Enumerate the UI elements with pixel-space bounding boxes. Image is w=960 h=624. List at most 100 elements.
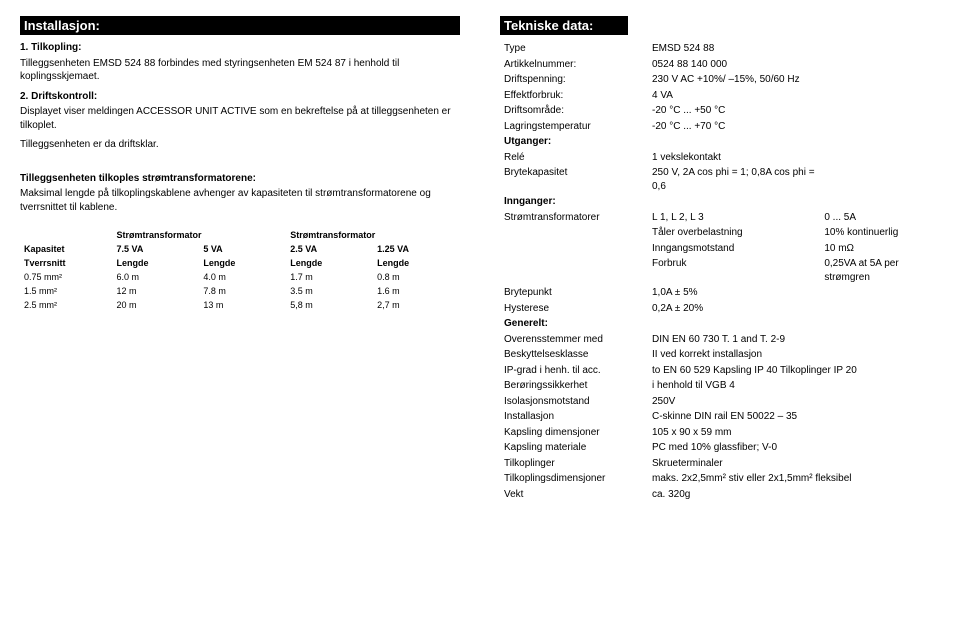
table-row-tverrsnitt: Tverrsnitt Lengde Lengde Lengde Lengde <box>20 256 460 270</box>
left-column: Installasjon: 1. Tilkopling: Tilleggsenh… <box>20 16 460 502</box>
spec-row: Tåler overbelastning 10% kontinuerlig <box>500 225 940 241</box>
spec-label: Strømtransformatorer <box>500 210 648 226</box>
spec-value: to EN 60 529 Kapsling IP 40 Tilkoplinger… <box>648 363 940 379</box>
section-1-text: Tilleggsenheten EMSD 524 88 forbindes me… <box>20 57 460 84</box>
spec-value: i henhold til VGB 4 <box>648 378 940 394</box>
table-row-kapasitet: Kapasitet 7.5 VA 5 VA 2.5 VA 1.25 VA <box>20 242 460 256</box>
spec-value: 4 VA <box>648 88 820 104</box>
cell: 3.5 m <box>286 284 373 298</box>
spec-value: maks. 2x2,5mm² stiv eller 2x1,5mm² fleks… <box>648 471 940 487</box>
spec-label <box>500 241 648 257</box>
cell: 1.25 VA <box>373 242 460 256</box>
cable-table: Strømtransformator Strømtransformator Ka… <box>20 228 460 312</box>
table-row: 2.5 mm² 20 m 13 m 5,8 m 2,7 m <box>20 298 460 312</box>
spec-row: Brytepunkt1,0A ± 5% <box>500 285 940 301</box>
spec-value2: 0 ... 5A <box>820 210 940 226</box>
spec-row: Driftsområde:-20 °C ... +50 °C <box>500 103 940 119</box>
spec-value: 230 V AC +10%/ –15%, 50/60 Hz <box>648 72 820 88</box>
spec-value: L 1, L 2, L 3 <box>648 210 820 226</box>
spec-value2: 10% kontinuerlig <box>820 225 940 241</box>
cell: 2.5 mm² <box>20 298 112 312</box>
spec-label: Overensstemmer med <box>500 332 648 348</box>
cell: Lengde <box>373 256 460 270</box>
spec-row: InstallasjonC-skinne DIN rail EN 50022 –… <box>500 409 940 425</box>
spec-row: Hysterese0,2A ± 20% <box>500 301 940 317</box>
spec-label: Driftsområde: <box>500 103 648 119</box>
spec-row: Tilkoplingsdimensjonermaks. 2x2,5mm² sti… <box>500 471 940 487</box>
spec-row: Lagringstemperatur-20 °C ... +70 °C <box>500 119 940 135</box>
spec-row: TypeEMSD 524 88 <box>500 41 940 57</box>
spec-row: TilkoplingerSkrueterminaler <box>500 456 940 472</box>
cell: 2,7 m <box>373 298 460 312</box>
cell: 1.5 mm² <box>20 284 112 298</box>
spec-row: Strømtransformatorer L 1, L 2, L 3 0 ...… <box>500 210 940 226</box>
spec-group: Utganger: <box>500 134 940 150</box>
spec-row: Relé1 vekslekontakt <box>500 150 940 166</box>
spec-label: IP-grad i henh. til acc. <box>500 363 648 379</box>
spec-label: Type <box>500 41 648 57</box>
cell: Lengde <box>286 256 373 270</box>
spec-row: Forbruk 0,25VA at 5A per strømgren <box>500 256 940 285</box>
cell: 7.8 m <box>199 284 286 298</box>
table-group-1: Strømtransformator <box>112 228 286 242</box>
section-2-text2: Tilleggsenheten er da driftsklar. <box>20 138 460 152</box>
spec-label: Artikkelnummer: <box>500 57 648 73</box>
spec-value: 0524 88 140 000 <box>648 57 820 73</box>
spec-label: Effektforbruk: <box>500 88 648 104</box>
spec-row: Kapsling dimensjoner105 x 90 x 59 mm <box>500 425 940 441</box>
spec-label: Lagringstemperatur <box>500 119 648 135</box>
page-layout: Installasjon: 1. Tilkopling: Tilleggsenh… <box>20 16 940 502</box>
spec-label: Vekt <box>500 487 648 503</box>
spec-row: Driftspenning:230 V AC +10%/ –15%, 50/60… <box>500 72 940 88</box>
spec-label: Kapsling dimensjoner <box>500 425 648 441</box>
spec-value: DIN EN 60 730 T. 1 and T. 2-9 <box>648 332 940 348</box>
spec-label: Isolasjonsmotstand <box>500 394 648 410</box>
spec-row: BeskyttelsesklasseII ved korrekt install… <box>500 347 940 363</box>
group-utganger: Utganger: <box>500 134 820 150</box>
cell: 0.8 m <box>373 270 460 284</box>
spec-group: Generelt: <box>500 316 940 332</box>
cell: 0.75 mm² <box>20 270 112 284</box>
cell: 1.7 m <box>286 270 373 284</box>
spec-label: Brytekapasitet <box>500 165 648 194</box>
section-3-text: Maksimal lengde på tilkoplingskablene av… <box>20 187 460 214</box>
group-innganger: Innganger: <box>500 194 940 210</box>
spec-row: Berøringssikkerheti henhold til VGB 4 <box>500 378 940 394</box>
section-1-title: 1. Tilkopling: <box>20 41 460 55</box>
cell: 2.5 VA <box>286 242 373 256</box>
spec-value: Inngangsmotstand <box>648 241 820 257</box>
spec-row: Isolasjonsmotstand250V <box>500 394 940 410</box>
spec-label: Tilkoplingsdimensjoner <box>500 471 648 487</box>
spec-value: 250V <box>648 394 940 410</box>
spec-row: Vektca. 320g <box>500 487 940 503</box>
spec-value: Skrueterminaler <box>648 456 940 472</box>
spec-value2: 10 mΩ <box>820 241 940 257</box>
spec-value: Tåler overbelastning <box>648 225 820 241</box>
spec-label: Installasjon <box>500 409 648 425</box>
spec-label: Kapsling materiale <box>500 440 648 456</box>
cell: 20 m <box>112 298 199 312</box>
spec-label: Tilkoplinger <box>500 456 648 472</box>
spec-value: EMSD 524 88 <box>648 41 820 57</box>
section-2-text1: Displayet viser meldingen ACCESSOR UNIT … <box>20 105 460 132</box>
right-header: Tekniske data: <box>500 16 628 35</box>
spec-label: Relé <box>500 150 648 166</box>
spec-value: Forbruk <box>648 256 820 285</box>
cell: Lengde <box>112 256 199 270</box>
spec-row: IP-grad i henh. til acc.to EN 60 529 Kap… <box>500 363 940 379</box>
cell: 6.0 m <box>112 270 199 284</box>
table-header-group: Strømtransformator Strømtransformator <box>20 228 460 242</box>
spec-label: Brytepunkt <box>500 285 648 301</box>
cell: 12 m <box>112 284 199 298</box>
spec-value: 1,0A ± 5% <box>648 285 940 301</box>
cell: 1.6 m <box>373 284 460 298</box>
right-column: Tekniske data: TypeEMSD 524 88 Artikkeln… <box>500 16 940 502</box>
spec-value: C-skinne DIN rail EN 50022 – 35 <box>648 409 940 425</box>
spec-label: Driftspenning: <box>500 72 648 88</box>
spec-label <box>500 256 648 285</box>
spec-row: Artikkelnummer:0524 88 140 000 <box>500 57 940 73</box>
spec-group: Innganger: <box>500 194 940 210</box>
table-group-2: Strømtransformator <box>286 228 460 242</box>
cell: 13 m <box>199 298 286 312</box>
cell: 4.0 m <box>199 270 286 284</box>
